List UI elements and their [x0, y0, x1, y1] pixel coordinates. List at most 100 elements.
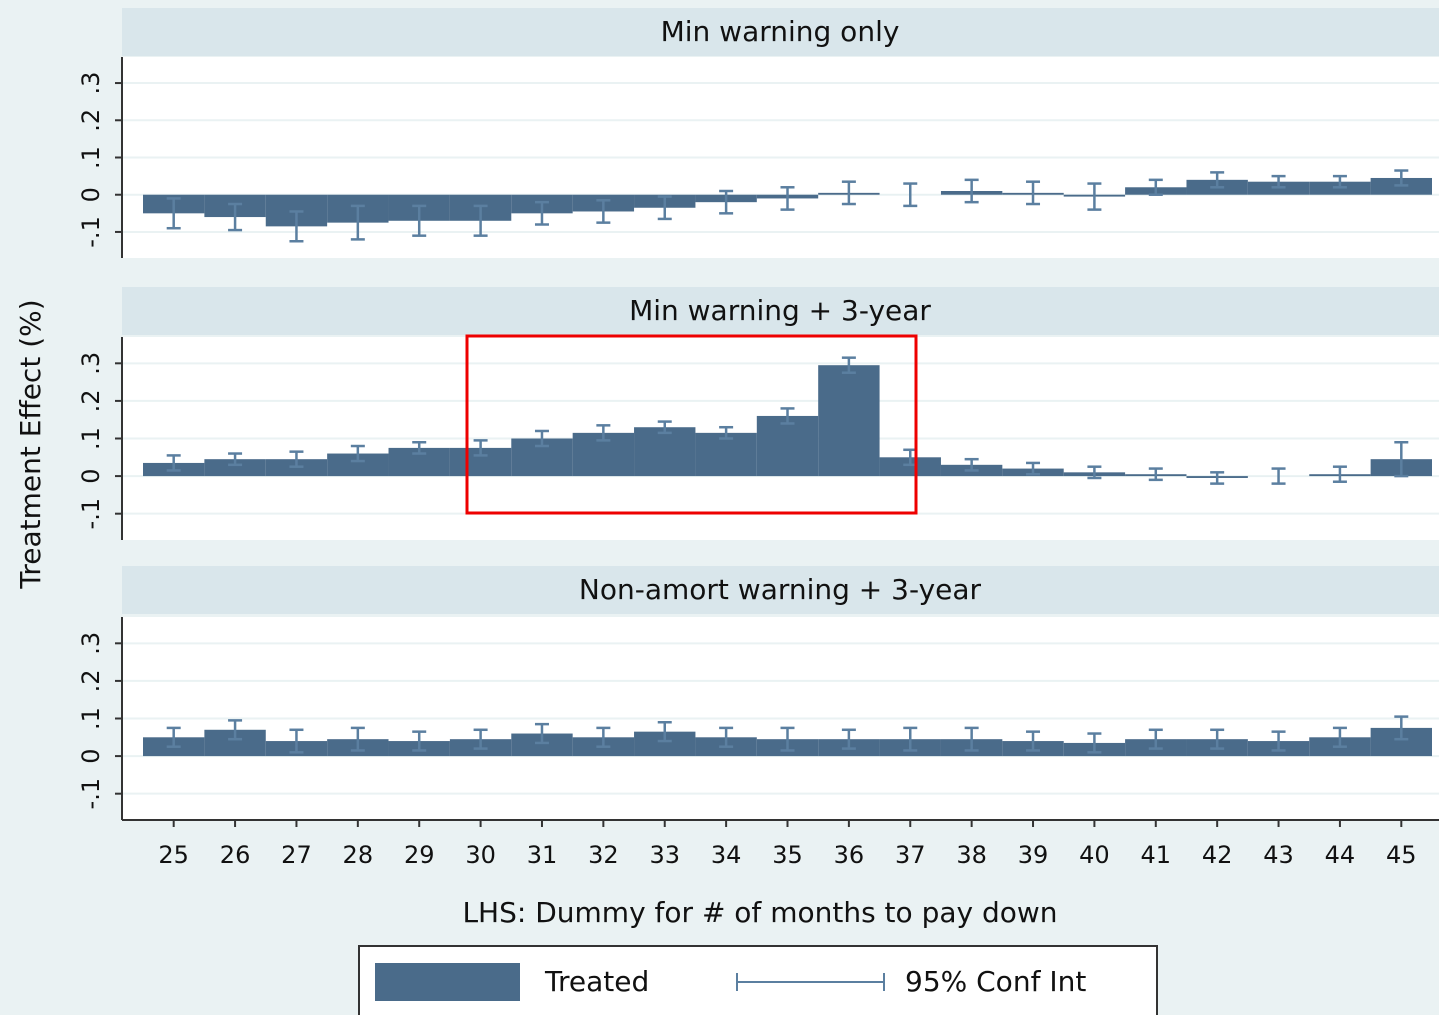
x-tick-label: 25	[158, 841, 189, 869]
x-tick-label: 30	[465, 841, 496, 869]
error-bar	[657, 721, 672, 743]
error-bar	[596, 199, 611, 224]
y-tick-label: .1	[77, 707, 105, 730]
x-tick-label: 40	[1079, 841, 1110, 869]
panel-title: Min warning + 3-year	[629, 294, 931, 327]
error-bar	[289, 450, 304, 468]
strip	[122, 287, 1439, 335]
x-axis-title: LHS: Dummy for # of months to pay down	[462, 896, 1057, 929]
error-bar	[412, 204, 427, 237]
x-tick-label: 42	[1202, 841, 1233, 869]
x-tick-label: 36	[834, 841, 865, 869]
error-bar	[903, 182, 918, 208]
error-bar	[1087, 182, 1102, 211]
legend-label: Treated	[544, 965, 649, 998]
error-bar	[289, 728, 304, 754]
bar	[634, 427, 696, 477]
x-tick-label: 41	[1141, 841, 1172, 869]
error-bar	[166, 726, 181, 748]
x-tick-label: 35	[772, 841, 803, 869]
error-bar	[1087, 465, 1102, 480]
y-tick-label: .3	[77, 352, 105, 375]
error-bar	[1148, 178, 1163, 196]
error-bar	[841, 180, 856, 206]
error-bar	[1271, 467, 1286, 485]
y-tick-label: 0	[77, 468, 105, 483]
error-bar	[228, 452, 243, 467]
error-bar	[596, 424, 611, 442]
error-bar	[719, 726, 734, 748]
y-tick-label: -.1	[77, 216, 105, 248]
x-tick-label: 28	[343, 841, 374, 869]
y-tick-label: .1	[77, 427, 105, 450]
error-bar	[1394, 441, 1409, 478]
error-bar	[596, 726, 611, 748]
y-tick-label: .3	[77, 72, 105, 95]
y-tick-label: 0	[77, 187, 105, 202]
x-tick-label: 37	[895, 841, 926, 869]
error-bar	[228, 719, 243, 741]
bar	[695, 432, 757, 477]
error-bar	[1271, 730, 1286, 752]
error-bar	[166, 454, 181, 472]
error-bar	[1210, 471, 1225, 485]
y-tick-label: .2	[77, 669, 105, 692]
error-bar	[903, 726, 918, 752]
error-bar	[657, 420, 672, 435]
y-tick-label: -.1	[77, 498, 105, 530]
error-bar	[780, 186, 795, 211]
x-tick-label: 29	[404, 841, 435, 869]
error-bar	[1332, 726, 1347, 748]
error-bar	[166, 197, 181, 230]
x-tick-label: 33	[649, 841, 680, 869]
error-bar	[473, 728, 488, 750]
error-bar	[412, 730, 427, 752]
error-bar	[780, 726, 795, 752]
error-bar	[1210, 171, 1225, 189]
error-bar	[964, 726, 979, 752]
y-tick-label: 0	[77, 748, 105, 763]
error-bar	[1026, 461, 1041, 476]
x-tick-label: 38	[956, 841, 987, 869]
bar	[204, 459, 266, 477]
error-bar	[1332, 174, 1347, 189]
y-tick-label: .1	[77, 146, 105, 169]
error-bar	[1026, 180, 1041, 206]
error-bar	[1332, 465, 1347, 483]
error-bar	[350, 726, 365, 752]
x-tick-label: 26	[220, 841, 251, 869]
x-tick-label: 31	[527, 841, 558, 869]
error-bar	[841, 356, 856, 374]
error-bar	[473, 204, 488, 237]
error-bar	[289, 210, 304, 243]
bar	[818, 365, 880, 477]
error-bar	[350, 204, 365, 241]
x-tick-label: 34	[711, 841, 742, 869]
bar	[327, 453, 389, 477]
error-bar	[657, 195, 672, 221]
error-bar	[1087, 732, 1102, 754]
error-bar	[1026, 730, 1041, 752]
legend-ci-symbol	[736, 973, 885, 991]
error-bar	[841, 728, 856, 750]
bar	[756, 415, 819, 477]
highlight-box	[465, 334, 918, 515]
error-bar	[473, 439, 488, 457]
legend-swatch	[375, 963, 520, 1001]
bar	[511, 733, 573, 757]
x-tick-label: 43	[1263, 841, 1294, 869]
legend-label: 95% Conf Int	[905, 965, 1086, 998]
error-bar	[1148, 467, 1163, 482]
y-tick-label: .2	[77, 109, 105, 132]
y-tick-label: .2	[77, 389, 105, 412]
error-bar	[964, 178, 979, 204]
error-bar	[964, 457, 979, 472]
x-tick-label: 39	[1018, 841, 1049, 869]
error-bar	[719, 189, 734, 215]
error-bar	[534, 429, 549, 448]
plots: Min warning only -.1 0 .1 .2 .3 Min warning + …	[77, 8, 1439, 869]
strip	[122, 566, 1439, 614]
x-tick-label: 44	[1325, 841, 1356, 869]
error-bar	[412, 441, 427, 455]
